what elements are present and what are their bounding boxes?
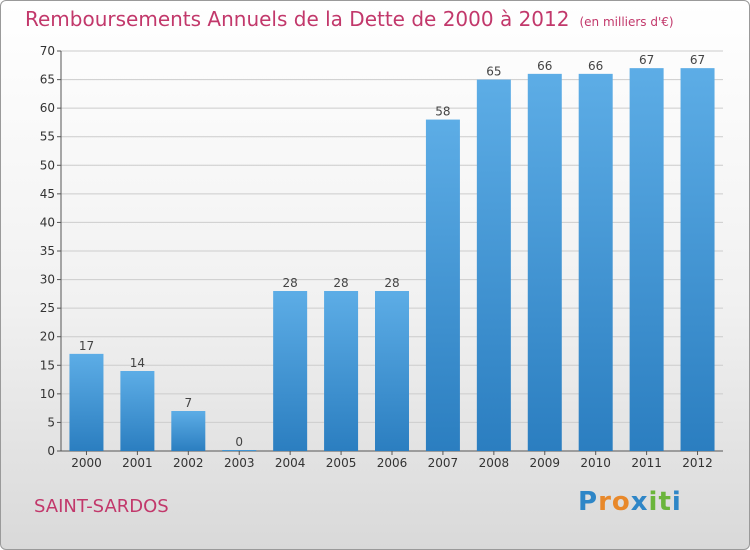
logo-letter: t [658, 487, 672, 517]
logo-letter: r [598, 487, 612, 517]
logo-letter: P [578, 487, 599, 517]
x-tick-label-2001: 2001 [122, 456, 153, 470]
y-tick-label: 20 [40, 330, 55, 344]
data-label-2001: 14 [130, 356, 145, 370]
bar-2001 [120, 371, 155, 451]
y-tick-label: 30 [40, 273, 55, 287]
x-tick-label-2009: 2009 [529, 456, 560, 470]
logo-letter: x [630, 487, 649, 517]
data-label-2012: 67 [690, 53, 705, 67]
chart-subtitle: (en milliers d'€) [579, 15, 674, 29]
bar-2006 [375, 291, 409, 451]
y-tick-label: 60 [40, 101, 55, 115]
data-label-2007: 58 [435, 105, 450, 119]
y-tick-label: 10 [40, 387, 55, 401]
data-label-2008: 65 [486, 65, 501, 79]
x-tick-label-2005: 2005 [326, 456, 357, 470]
data-label-2005: 28 [333, 276, 348, 290]
data-label-2011: 67 [639, 53, 654, 67]
town-name: SAINT-SARDOS [34, 496, 169, 517]
data-label-2010: 66 [588, 59, 603, 73]
chart-title-text: Remboursements Annuels de la Dette de 20… [25, 7, 570, 31]
data-label-2000: 17 [79, 339, 94, 353]
y-tick-label: 15 [40, 358, 55, 372]
bar-2012 [680, 68, 715, 452]
x-tick-label-2006: 2006 [377, 456, 408, 470]
x-tick-label-2010: 2010 [580, 456, 611, 470]
y-tick-label: 5 [47, 415, 55, 429]
y-tick-label: 50 [40, 158, 55, 172]
logo-letter: o [611, 487, 631, 517]
y-tick-label: 70 [40, 44, 55, 58]
bar-2004 [273, 291, 308, 451]
y-tick-label: 35 [40, 244, 55, 258]
data-labels: 17 14 7 0 28 28 28 58 65 66 66 67 67 [79, 53, 705, 449]
bar-2003 [222, 450, 257, 451]
y-tick-label: 65 [40, 73, 55, 87]
bar-2011 [629, 68, 664, 452]
logo-letter: i [671, 487, 682, 517]
chart-title: Remboursements Annuels de la Dette de 20… [25, 7, 674, 31]
bar-2010 [578, 73, 613, 451]
bar-2007 [425, 119, 460, 452]
y-tick-label: 45 [40, 187, 55, 201]
logo-letter: i [648, 487, 659, 517]
bar-2008 [476, 79, 511, 452]
data-label-2004: 28 [283, 276, 298, 290]
data-label-2003: 0 [235, 435, 243, 449]
data-label-2009: 66 [537, 59, 552, 73]
bars [69, 68, 715, 452]
bar-2009 [527, 73, 562, 451]
x-tick-label-2012: 2012 [682, 456, 713, 470]
x-tick-label-2003: 2003 [224, 456, 255, 470]
data-label-2002: 7 [184, 396, 192, 410]
y-tick-label: 55 [40, 130, 55, 144]
y-tick-label: 0 [47, 444, 55, 458]
x-tick-label-2011: 2011 [631, 456, 662, 470]
bar-2000 [69, 353, 104, 451]
x-tick-label-2000: 2000 [71, 456, 102, 470]
bar-2002 [171, 411, 206, 451]
x-tick-label-2008: 2008 [479, 456, 510, 470]
y-tick-label: 40 [40, 215, 55, 229]
x-tick-label-2004: 2004 [275, 456, 306, 470]
data-label-2006: 28 [384, 276, 399, 290]
y-tick-label: 25 [40, 301, 55, 315]
x-tick-label-2007: 2007 [428, 456, 459, 470]
bar-2005 [324, 291, 359, 451]
x-tick-label-2002: 2002 [173, 456, 204, 470]
proxiti-logo: Proxiti [578, 487, 682, 517]
